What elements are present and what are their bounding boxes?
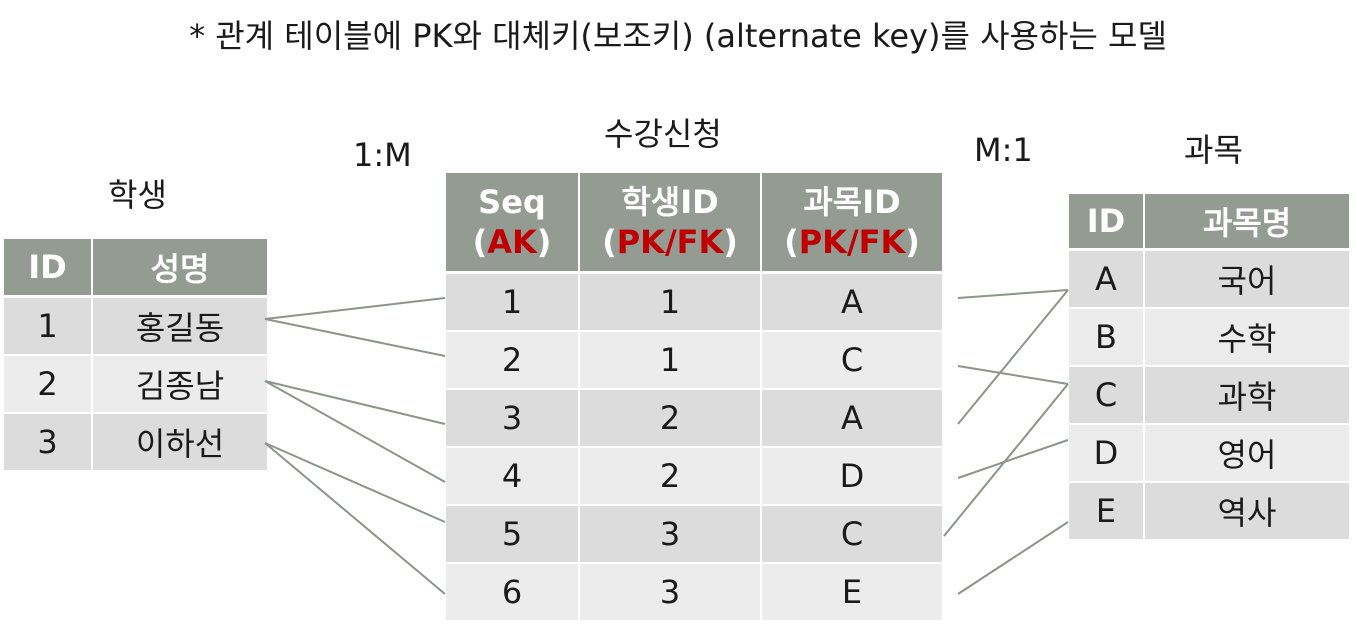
connector-seq2-subjectC <box>957 365 1069 385</box>
connector-student2-seq4 <box>264 380 446 483</box>
enroll-student-id-cell: 2 <box>580 448 762 506</box>
subject-id-cell: B <box>1069 309 1145 367</box>
student-name-cell: 김종남 <box>93 356 267 414</box>
subject-table-caption: 과목 <box>1184 131 1243 169</box>
enroll-header-subject-id: 과목ID (PK/FK) <box>762 173 942 274</box>
enroll-header-student-id: 학생ID (PK/FK) <box>580 173 762 274</box>
connector-student3-seq5 <box>264 442 446 523</box>
subject-header-id: ID <box>1069 194 1145 251</box>
enroll-row: 4 2 D <box>446 448 942 506</box>
enroll-seq-cell: 4 <box>446 448 580 506</box>
connector-seq5-subjectC <box>943 383 1069 537</box>
connector-student1-seq2 <box>264 318 446 357</box>
enroll-subject-id-cell: C <box>762 332 942 390</box>
cardinality-right-label: M:1 <box>974 131 1033 169</box>
enroll-student-id-cell: 1 <box>580 274 762 332</box>
enroll-seq-cell: 3 <box>446 390 580 448</box>
subject-row: A 국어 <box>1069 251 1349 309</box>
enroll-seq-cell: 2 <box>446 332 580 390</box>
student-id-cell: 1 <box>4 298 93 356</box>
enroll-student-id-cell: 2 <box>580 390 762 448</box>
enroll-subject-id-cell: C <box>762 506 942 564</box>
student-name-cell: 이하선 <box>93 414 267 472</box>
student-table: ID 성명 1 홍길동 2 김종남 3 이하선 <box>4 239 267 472</box>
subject-name-cell: 국어 <box>1145 251 1349 309</box>
student-name-cell: 홍길동 <box>93 298 267 356</box>
enroll-table-caption: 수강신청 <box>604 115 722 153</box>
subject-name-cell: 영어 <box>1145 425 1349 483</box>
enroll-subject-id-cell: D <box>762 448 942 506</box>
enroll-seq-cell: 5 <box>446 506 580 564</box>
subject-id-cell: A <box>1069 251 1145 309</box>
connector-student1-seq1 <box>264 297 446 320</box>
enroll-header-seq: Seq (AK) <box>446 173 580 274</box>
subject-row: C 과학 <box>1069 367 1349 425</box>
paren-close: ) <box>905 223 920 261</box>
subject-row: B 수학 <box>1069 309 1349 367</box>
enroll-student-id-cell: 3 <box>580 506 762 564</box>
student-row: 2 김종남 <box>4 356 267 414</box>
key-tag-pk-fk: PK/FK <box>616 223 724 261</box>
enroll-subject-id-cell: E <box>762 564 942 622</box>
subject-row: D 영어 <box>1069 425 1349 483</box>
connector-seq6-subjectE <box>957 521 1069 595</box>
student-header-row: ID 성명 <box>4 239 267 298</box>
student-row: 1 홍길동 <box>4 298 267 356</box>
subject-header-name: 과목명 <box>1145 194 1349 251</box>
connector-seq1-subjectA <box>957 289 1069 299</box>
student-row: 3 이하선 <box>4 414 267 472</box>
subject-name-cell: 역사 <box>1145 483 1349 541</box>
paren-open: ( <box>472 223 488 261</box>
student-id-cell: 3 <box>4 414 93 472</box>
enroll-header-student-id-name: 학생ID <box>621 183 719 221</box>
connector-student2-seq3 <box>264 380 446 425</box>
enroll-table: Seq (AK) 학생ID (PK/FK) 과목ID (PK/FK) 1 1 A… <box>446 173 942 622</box>
paren-open: ( <box>784 223 799 261</box>
key-tag-ak: AK <box>487 223 537 261</box>
student-table-caption: 학생 <box>108 176 167 214</box>
enroll-row: 5 3 C <box>446 506 942 564</box>
enroll-student-id-cell: 3 <box>580 564 762 622</box>
enroll-student-id-cell: 1 <box>580 332 762 390</box>
paren-open: ( <box>602 223 617 261</box>
student-id-cell: 2 <box>4 356 93 414</box>
subject-table: ID 과목명 A 국어 B 수학 C 과학 D 영어 E 역사 <box>1069 194 1349 541</box>
enroll-row: 6 3 E <box>446 564 942 622</box>
enroll-row: 3 2 A <box>446 390 942 448</box>
student-header-id: ID <box>4 239 93 298</box>
subject-id-cell: E <box>1069 483 1145 541</box>
connector-seq3-subjectA <box>957 289 1069 425</box>
enroll-row: 1 1 A <box>446 274 942 332</box>
enroll-subject-id-cell: A <box>762 390 942 448</box>
enroll-header-seq-name: Seq <box>478 183 546 221</box>
enroll-seq-cell: 6 <box>446 564 580 622</box>
subject-header-row: ID 과목명 <box>1069 194 1349 251</box>
subject-id-cell: D <box>1069 425 1145 483</box>
connector-student3-seq6 <box>264 442 446 595</box>
enroll-subject-id-cell: A <box>762 274 942 332</box>
student-header-name: 성명 <box>93 239 267 298</box>
cardinality-left-label: 1:M <box>353 136 412 174</box>
subject-row: E 역사 <box>1069 483 1349 541</box>
enroll-header-subject-id-name: 과목ID <box>803 183 901 221</box>
enroll-seq-cell: 1 <box>446 274 580 332</box>
subject-id-cell: C <box>1069 367 1145 425</box>
enroll-header-row: Seq (AK) 학생ID (PK/FK) 과목ID (PK/FK) <box>446 173 942 274</box>
enroll-row: 2 1 C <box>446 332 942 390</box>
page-heading: * 관계 테이블에 PK와 대체키(보조키) (alternate key)를 … <box>189 17 1167 55</box>
subject-name-cell: 수학 <box>1145 309 1349 367</box>
connector-seq4-subjectD <box>957 439 1069 479</box>
key-tag-pk-fk: PK/FK <box>798 223 906 261</box>
subject-name-cell: 과학 <box>1145 367 1349 425</box>
paren-close: ) <box>536 223 552 261</box>
paren-close: ) <box>723 223 738 261</box>
